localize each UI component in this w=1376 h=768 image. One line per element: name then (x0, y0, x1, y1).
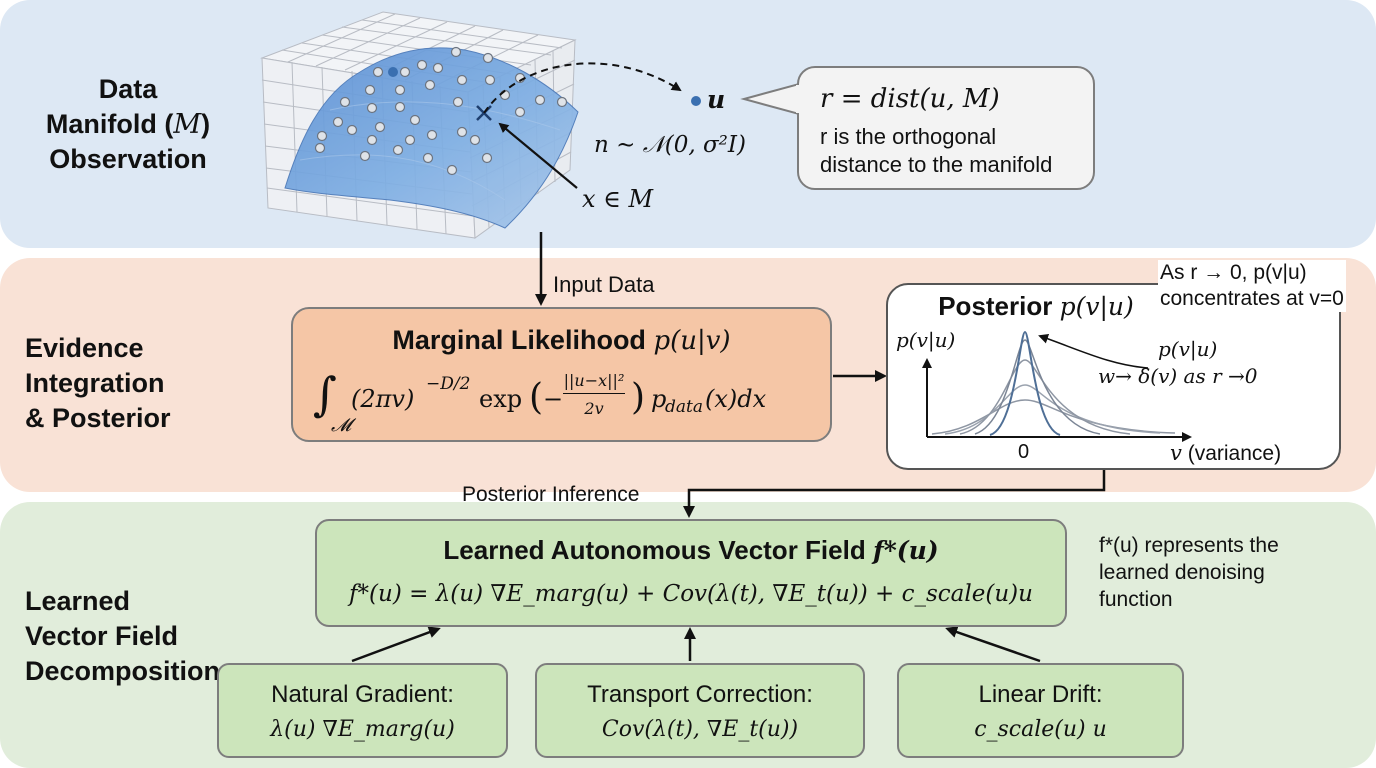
transport-correction-box: Transport Correction: Cov(λ(t), ∇E_t(u)) (535, 663, 865, 758)
linear-drift-box: Linear Drift: c_scale(u) u (897, 663, 1184, 758)
marginal-likelihood-box: Marginal Likelihood p(u|v) ∫ 𝓜 (2πv) −D/… (291, 307, 832, 442)
posterior-concentration-note: As r → 0, p(v|u) concentrates at v=0 (1158, 260, 1346, 312)
posterior-x-tick-zero: 0 (1018, 441, 1030, 463)
observation-section (0, 0, 1376, 248)
decomposition-label: Learned Vector Field Decomposition (25, 586, 221, 686)
distance-formula: r = dist(u, M) (820, 84, 1000, 114)
posterior-annotation-arrow (1038, 333, 1149, 369)
posterior-title: Posterior p(v|u) (938, 291, 1134, 321)
vector-field-equation: f*(u) = λ(u) ∇E_marg(u) + Cov(λ(t), ∇E_t… (349, 581, 1033, 607)
linear-drift-title: Linear Drift: (978, 681, 1103, 708)
observation-label: Data Manifold (M) Observation (45, 74, 211, 174)
linear-drift-arrow (945, 626, 1041, 663)
transport-correction-formula: Cov(λ(t), ∇E_t(u)) (601, 717, 799, 742)
transport-correction-title: Transport Correction: (587, 681, 813, 708)
natural-gradient-title: Natural Gradient: (271, 681, 454, 708)
data-points (314, 46, 568, 176)
posterior-annotation-line1: p(v|u) (1158, 337, 1218, 361)
posterior-x-label: v (variance) (1170, 441, 1282, 465)
distance-description: r is the orthogonal distance to the mani… (820, 124, 1053, 177)
natural-gradient-arrow (351, 626, 441, 663)
vector-field-title: Learned Autonomous Vector Field f*(u) (443, 535, 939, 565)
posterior-inference-arrow (683, 470, 1106, 518)
noise-label: n ∼ 𝒩(0, σ²I) (594, 132, 746, 158)
posterior-inference-label: Posterior Inference (462, 483, 640, 506)
posterior-box (886, 283, 1341, 470)
vector-field-side-note: f*(u) represents the learned denoising f… (1099, 534, 1279, 611)
point-u-dot (691, 96, 701, 106)
x-pointer-arrow (498, 122, 578, 189)
natural-gradient-formula: λ(u) ∇E_marg(u) (270, 717, 455, 742)
noise-arc (483, 62, 682, 114)
point-u-label: u (707, 85, 726, 114)
evidence-label: Evidence Integration & Posterior (25, 333, 171, 433)
input-data-label: Input Data (553, 272, 655, 297)
distance-callout (797, 66, 1095, 190)
posterior-annotation-line2: w→ δ(v) as r →0 (1098, 364, 1258, 388)
linear-drift-formula: c_scale(u) u (974, 717, 1107, 742)
learned-vector-field-box: Learned Autonomous Vector Field f*(u) f*… (315, 519, 1067, 627)
marginal-likelihood-title: Marginal Likelihood p(u|v) (392, 325, 731, 356)
point-x-label: x ∈ M (582, 185, 654, 213)
posterior-y-label: p(v|u) (896, 328, 956, 352)
posterior-curves (931, 330, 1176, 436)
natural-gradient-box: Natural Gradient: λ(u) ∇E_marg(u) (217, 663, 508, 758)
